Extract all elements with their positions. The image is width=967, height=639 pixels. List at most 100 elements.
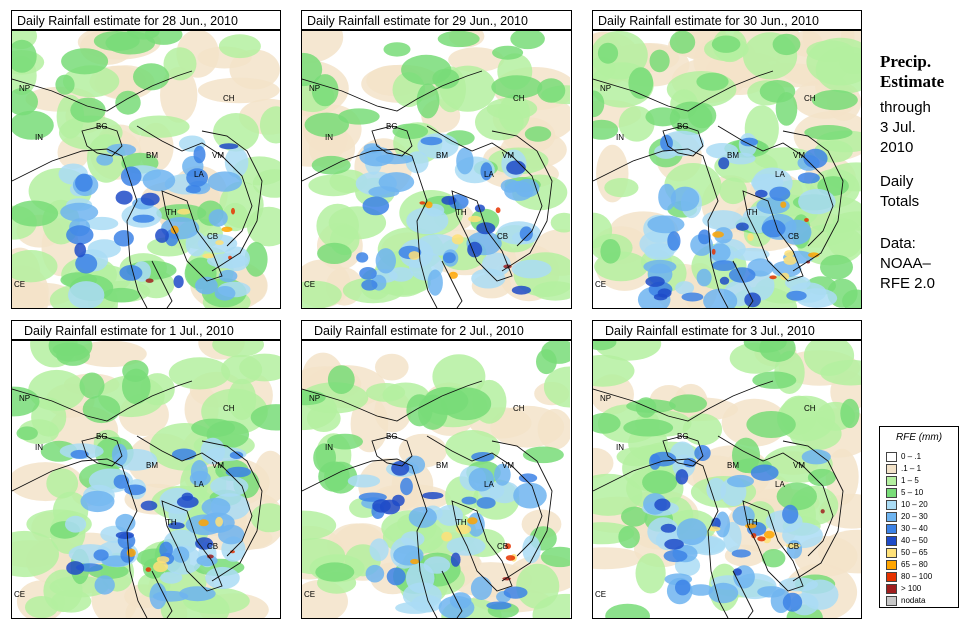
legend-item: 40 – 50 bbox=[886, 535, 928, 546]
rainfall-cell bbox=[115, 190, 133, 205]
rainfall-cell bbox=[119, 265, 143, 281]
rainfall-cell bbox=[191, 418, 236, 438]
rainfall-cell bbox=[649, 49, 670, 73]
rainfall-cell bbox=[140, 500, 158, 511]
rainfall-cell bbox=[201, 497, 231, 517]
rainfall-cell bbox=[122, 368, 151, 405]
rainfall-cell bbox=[623, 418, 674, 437]
legend-label: 1 – 5 bbox=[901, 476, 919, 485]
country-label: VM bbox=[212, 461, 224, 470]
rainfall-cell bbox=[438, 595, 475, 618]
legend-swatch bbox=[886, 511, 897, 522]
rainfall-cell bbox=[25, 596, 59, 618]
rainfall-cell bbox=[757, 586, 785, 598]
country-label: BM bbox=[436, 151, 448, 160]
rainfall-cell bbox=[593, 119, 619, 140]
legend-item: 50 – 65 bbox=[886, 547, 928, 558]
rainfall-cell bbox=[61, 48, 109, 75]
rainfall-cell bbox=[541, 341, 570, 364]
rainfall-cell bbox=[65, 515, 87, 533]
rainfall-cell bbox=[445, 430, 501, 466]
rainfall-cell bbox=[365, 564, 385, 583]
rainfall-cell bbox=[231, 207, 235, 215]
rainfall-cell bbox=[12, 250, 58, 283]
rainfall-cell bbox=[168, 522, 185, 530]
rainfall-cell bbox=[657, 288, 672, 298]
rainfall-cell bbox=[494, 463, 511, 486]
country-label: BG bbox=[96, 122, 108, 131]
boundary-line bbox=[732, 260, 754, 308]
rainfall-cell bbox=[511, 259, 552, 279]
legend-label: 50 – 65 bbox=[901, 548, 928, 557]
rainfall-cell bbox=[229, 451, 244, 459]
rainfall-cell bbox=[842, 289, 861, 308]
rainfall-cell bbox=[733, 568, 742, 576]
boundary-line bbox=[136, 435, 253, 557]
country-label: CB bbox=[788, 542, 799, 551]
rainfall-field: NP CH IN BG BM VM LA TH CB CE bbox=[302, 31, 570, 308]
country-label: NP bbox=[19, 394, 30, 403]
country-label: NP bbox=[309, 394, 320, 403]
rainfall-cell bbox=[663, 549, 688, 563]
country-label: TH bbox=[166, 518, 177, 527]
rainfall-cell bbox=[105, 31, 156, 55]
rainfall-cell bbox=[510, 31, 545, 50]
rainfall-cell bbox=[419, 201, 426, 205]
rainfall-cell bbox=[160, 571, 183, 584]
rainfall-cell bbox=[752, 371, 797, 389]
boundary-line bbox=[151, 260, 173, 308]
rainfall-cell bbox=[750, 464, 779, 481]
rainfall-cell bbox=[176, 495, 199, 508]
rainfall-cell bbox=[480, 162, 493, 181]
rainfall-cell bbox=[642, 470, 678, 495]
boundary-line bbox=[302, 70, 483, 112]
rainfall-cell bbox=[12, 386, 40, 417]
boundary-line bbox=[717, 435, 834, 557]
boundary-line bbox=[451, 500, 513, 592]
legend-swatch bbox=[886, 583, 897, 594]
rainfall-cell bbox=[408, 506, 437, 528]
country-label: CB bbox=[497, 232, 508, 241]
rainfall-cell bbox=[368, 186, 400, 198]
rainfall-cell bbox=[711, 248, 716, 255]
rainfall-cell bbox=[763, 530, 775, 539]
country-label: TH bbox=[747, 208, 758, 217]
legend-label: 30 – 40 bbox=[901, 524, 928, 533]
rainfall-cell bbox=[644, 243, 675, 260]
rainfall-cell bbox=[87, 239, 121, 258]
rainfall-cell bbox=[820, 254, 853, 280]
country-label: CH bbox=[223, 404, 235, 413]
boundary-line bbox=[12, 380, 193, 422]
rainfall-cell bbox=[215, 516, 224, 527]
rainfall-cell bbox=[369, 538, 389, 562]
legend-label: 20 – 30 bbox=[901, 512, 928, 521]
boundary-line bbox=[302, 380, 483, 422]
rainfall-cell bbox=[664, 538, 684, 550]
country-label: NP bbox=[600, 84, 611, 93]
boundary-line bbox=[717, 125, 834, 247]
legend-swatch bbox=[886, 535, 897, 546]
boundary-line bbox=[161, 500, 223, 592]
rainfall-cell bbox=[505, 555, 516, 561]
country-label: IN bbox=[325, 133, 333, 142]
country-label: CE bbox=[304, 280, 315, 289]
rainfall-cell bbox=[115, 531, 134, 539]
country-label: CH bbox=[513, 404, 525, 413]
rainfall-cell bbox=[302, 280, 342, 308]
rainfall-cell bbox=[202, 253, 215, 259]
rainfall-map-2-jul: NP CH IN BG BM VM LA TH CB CE bbox=[301, 340, 572, 619]
boundary-line bbox=[161, 190, 223, 282]
rainfall-cell bbox=[207, 554, 214, 559]
rainfall-cell bbox=[96, 153, 114, 166]
rainfall-cell bbox=[476, 497, 496, 509]
rainfall-cell bbox=[111, 443, 128, 466]
rainfall-cell bbox=[190, 460, 208, 484]
rainfall-cell bbox=[495, 207, 501, 214]
boundary-line bbox=[81, 435, 123, 467]
panel-title-28-jun: Daily Rainfall estimate for 28 Jun., 201… bbox=[11, 10, 281, 30]
rainfall-cell bbox=[550, 212, 570, 233]
rainfall-cell bbox=[388, 267, 414, 282]
rainfall-cell bbox=[537, 408, 570, 450]
rainfall-cell bbox=[797, 172, 820, 184]
rainfall-cell bbox=[347, 474, 381, 488]
